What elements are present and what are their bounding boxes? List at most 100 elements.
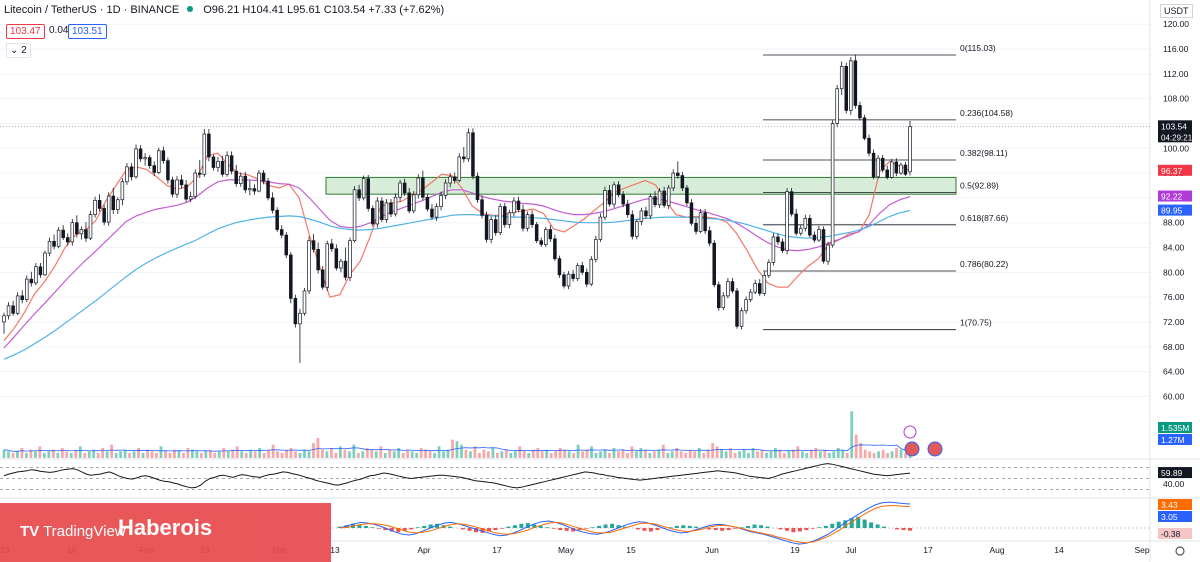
volume-bar [486, 451, 490, 458]
volume-bar [670, 451, 674, 458]
x-tick-label: 17 [492, 545, 502, 555]
macd-histogram-bar [759, 525, 764, 528]
candle-body [134, 148, 138, 178]
macd-histogram-bar [486, 528, 491, 532]
countdown-label: 04:29:21 [1161, 133, 1193, 142]
candle-body [25, 278, 29, 300]
candle-body [320, 269, 325, 288]
volume-bar [697, 448, 701, 458]
macd-histogram-bar [875, 524, 880, 528]
candle-body [371, 208, 375, 225]
macd-histogram-bar [338, 526, 342, 528]
candle-body [389, 202, 393, 215]
volume-bar [60, 448, 64, 458]
candle-body [402, 182, 407, 194]
macd-histogram-bar [836, 521, 841, 528]
candle-body [152, 165, 156, 173]
bid-price[interactable]: 103.47 [6, 24, 45, 39]
volume-bar [217, 451, 221, 458]
volume-bar [244, 453, 248, 458]
candle-body [6, 305, 11, 317]
volume-bar [769, 451, 773, 458]
macd-histogram-bar [810, 528, 815, 529]
volume-bar [370, 449, 374, 458]
volume-bar [128, 453, 131, 458]
volume-bar [119, 451, 123, 458]
volume-bar [778, 449, 782, 458]
symbol-title[interactable]: Litecoin / TetherUS · 1D · BINANCE [4, 4, 180, 16]
fib-level-label: 0(115.03) [960, 43, 996, 53]
volume-bar [415, 453, 419, 458]
volume-bar [635, 451, 638, 458]
macd-histogram-bar [422, 525, 427, 528]
rsi-label: 59.89 [1161, 468, 1183, 478]
candle-body [835, 88, 839, 124]
macd-histogram-bar [383, 528, 388, 531]
candle-body [876, 157, 880, 178]
candle-body [584, 271, 589, 285]
volume-bar [190, 449, 194, 458]
market-status-icon [187, 6, 194, 12]
macd-histogram-bar [402, 528, 407, 531]
collapse-indicators-button[interactable]: ⌄ 2 [6, 43, 31, 58]
price-marker [1158, 120, 1192, 143]
candle-body [293, 298, 298, 325]
volume-bar [652, 451, 656, 458]
volume-bar [774, 448, 777, 458]
macd-histogram-bar [590, 527, 595, 528]
macd-histogram-bar [856, 516, 861, 528]
ask-price[interactable]: 103.51 [68, 24, 107, 39]
volume-bar [56, 453, 60, 458]
candle-body [225, 155, 229, 175]
volume-bar [554, 451, 558, 458]
macd-histogram-bar [519, 523, 524, 528]
fib-level-label: 0.382(98.11) [960, 148, 1008, 158]
x-tick-label: Sep [1134, 545, 1149, 555]
candle-body [434, 206, 439, 218]
candle-body [562, 274, 566, 287]
support-zone [325, 176, 957, 195]
candle-body [75, 222, 79, 235]
candle-body [47, 240, 52, 254]
candle-body [880, 157, 885, 171]
volume-bar [841, 449, 845, 458]
macd-histogram-bar [571, 528, 576, 532]
macd-histogram-bar [791, 528, 796, 533]
volume-bar [397, 448, 401, 458]
volume-bar [65, 451, 69, 458]
currency-selector[interactable]: USDT [1160, 4, 1193, 18]
candle-body [421, 177, 425, 198]
volume-bar [518, 446, 522, 458]
candle-body [484, 214, 489, 240]
candle-body [261, 172, 266, 182]
macd-histogram-bar [493, 528, 498, 531]
candle-body [38, 266, 43, 276]
candle-body [744, 299, 748, 312]
fib-level-label: 0.786(80.22) [960, 259, 1008, 269]
candle-body [2, 315, 6, 323]
macd-histogram-bar [577, 528, 582, 531]
macd-histogram-bar [869, 522, 874, 528]
candle-body [826, 244, 830, 262]
volume-bar [33, 451, 37, 458]
macd-histogram-bar [648, 528, 653, 532]
volume-bar [522, 451, 526, 458]
candle-body [79, 229, 84, 235]
volume-marker [1158, 422, 1192, 433]
macd-histogram-bar [752, 524, 757, 528]
candle-body [157, 150, 161, 173]
macd-histogram-bar [610, 523, 615, 528]
candle-body [685, 187, 689, 204]
volume-bar [316, 438, 320, 458]
volume-bar [706, 449, 710, 458]
fib-level-label: 0.5(92.89) [960, 180, 999, 190]
volume-bar [886, 453, 889, 458]
candle-body [56, 229, 61, 247]
candle-body [475, 175, 480, 201]
macd-histogram-bar [739, 527, 744, 528]
candle-body [612, 184, 616, 205]
volume-bar [325, 451, 329, 458]
candle-body [457, 156, 462, 181]
macd-histogram-bar [506, 526, 511, 528]
